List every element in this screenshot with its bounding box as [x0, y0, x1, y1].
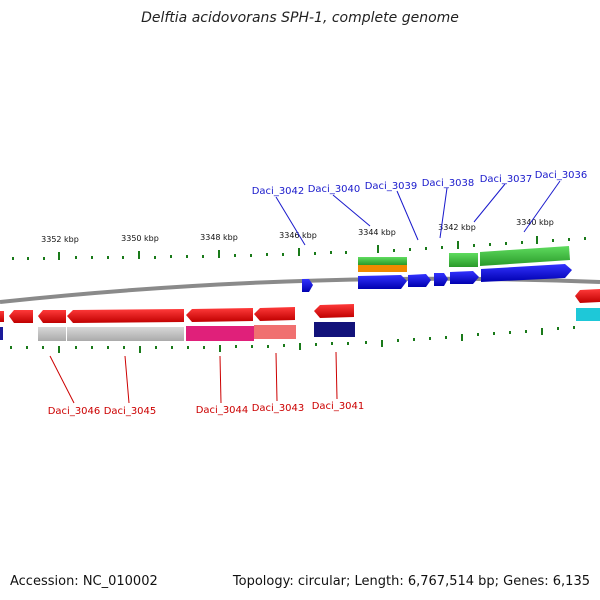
gene-label[interactable]: Daci_3038 [422, 178, 475, 189]
genome-backbone [0, 276, 600, 304]
gene-feature[interactable] [0, 327, 3, 340]
gene-feature[interactable] [450, 271, 479, 284]
scale-label: 3346 kbp [279, 231, 317, 240]
gene-label[interactable]: Daci_3046 [48, 406, 101, 417]
map-title: Delftia acidovorans SPH-1, complete geno… [141, 10, 459, 26]
gene-feature[interactable] [314, 304, 354, 318]
gene-feature[interactable] [302, 279, 313, 292]
gene-feature[interactable] [576, 308, 600, 321]
scale-label: 3344 kbp [358, 228, 396, 237]
scale-label: 3352 kbp [41, 235, 79, 244]
gene-feature[interactable] [67, 327, 184, 341]
gene-label[interactable]: Daci_3037 [480, 174, 533, 185]
reverse-strand-features [0, 289, 600, 341]
gene-label[interactable]: Daci_3039 [365, 181, 418, 192]
gene-feature[interactable] [449, 253, 478, 267]
top-tick-track [12, 236, 586, 260]
gene-label[interactable]: Daci_3042 [252, 186, 305, 197]
scale-label: 3342 kbp [438, 223, 476, 232]
top-gene-labels: Daci_3042 Daci_3040 Daci_3039 Daci_3038 … [252, 170, 588, 197]
gene-feature[interactable] [358, 275, 407, 289]
gene-feature[interactable] [481, 264, 572, 282]
gene-label[interactable]: Daci_3036 [535, 170, 588, 181]
gene-feature[interactable] [254, 307, 295, 321]
scale-label: 3350 kbp [121, 234, 159, 243]
genome-summary-text: Topology: circular; Length: 6,767,514 bp… [232, 574, 590, 589]
gene-feature[interactable] [358, 265, 407, 272]
scale-labels: 3352 kbp 3350 kbp 3348 kbp 3346 kbp 3344… [41, 218, 554, 244]
gene-feature[interactable] [9, 310, 33, 323]
gene-label[interactable]: Daci_3044 [196, 405, 249, 416]
gene-feature[interactable] [186, 308, 253, 322]
forward-strand-features [302, 246, 572, 292]
gene-feature[interactable] [0, 311, 4, 322]
gene-label[interactable]: Daci_3045 [104, 406, 157, 417]
top-callout-lines [275, 180, 561, 246]
gene-feature[interactable] [38, 310, 66, 323]
gene-label[interactable]: Daci_3043 [252, 403, 305, 414]
accession-text: Accession: NC_010002 [10, 574, 158, 589]
bottom-callout-lines [49, 351, 338, 404]
gene-feature[interactable] [38, 327, 66, 341]
gene-feature[interactable] [408, 274, 431, 287]
gene-feature[interactable] [434, 273, 448, 286]
gene-feature[interactable] [314, 322, 355, 337]
bottom-gene-labels: Daci_3046 Daci_3045 Daci_3044 Daci_3043 … [48, 401, 365, 417]
gene-label[interactable]: Daci_3041 [312, 401, 365, 412]
gene-feature[interactable] [186, 326, 254, 341]
gene-feature[interactable] [480, 246, 570, 266]
bottom-tick-track [10, 326, 575, 353]
gene-feature[interactable] [67, 309, 184, 323]
scale-label: 3340 kbp [516, 218, 554, 227]
gene-feature[interactable] [254, 325, 296, 339]
gene-label[interactable]: Daci_3040 [308, 184, 361, 195]
scale-label: 3348 kbp [200, 233, 238, 242]
gene-feature[interactable] [358, 257, 407, 265]
gene-feature[interactable] [575, 289, 600, 303]
